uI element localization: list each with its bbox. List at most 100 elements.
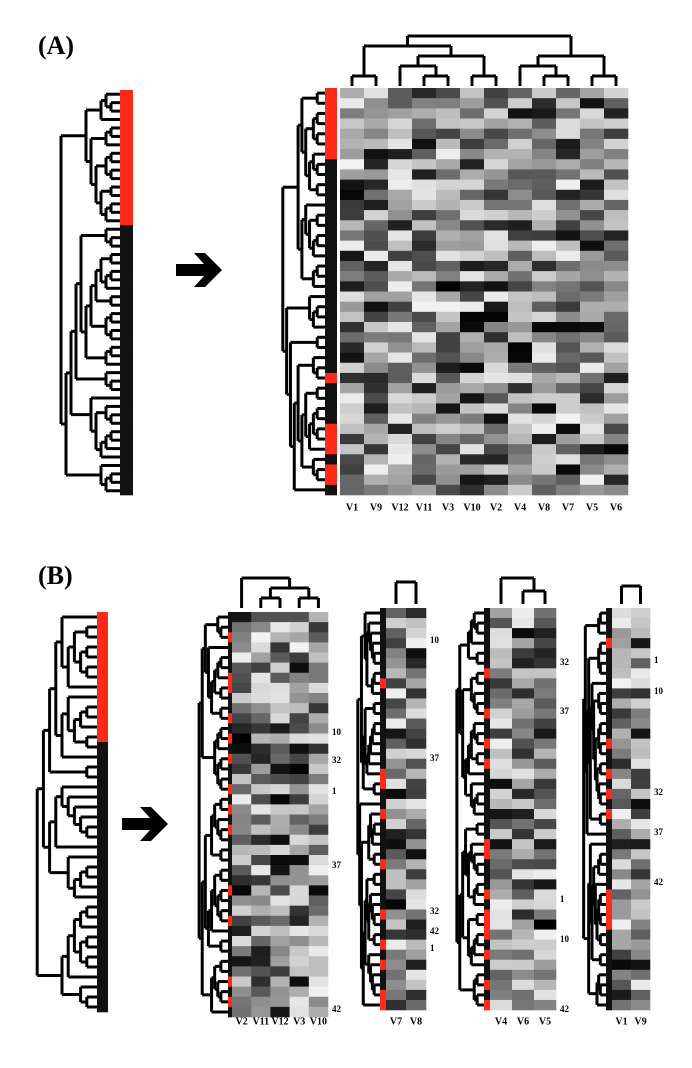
heatmap-cell xyxy=(604,189,629,201)
heatmap-cell xyxy=(308,743,329,755)
heatmap-cell xyxy=(604,98,629,109)
heatmap-cell xyxy=(612,698,632,709)
heatmap-cell xyxy=(631,778,651,790)
class-bar xyxy=(97,1002,108,1013)
heatmap-cell xyxy=(534,648,557,659)
class-bar xyxy=(228,885,232,896)
heatmap-cell xyxy=(512,819,535,830)
heatmap-cell xyxy=(631,979,651,991)
heatmap-cell xyxy=(532,433,557,445)
heatmap-cell xyxy=(232,682,252,694)
heatmap-cell xyxy=(490,638,513,649)
heatmap-cell xyxy=(251,753,271,765)
heatmap-cell xyxy=(580,281,605,292)
heatmap-cell xyxy=(412,240,437,252)
heatmap-cell xyxy=(612,989,632,1001)
class-bar xyxy=(120,191,133,200)
heatmap-cell xyxy=(251,996,271,1008)
class-bar xyxy=(120,225,133,234)
heatmap-cell xyxy=(532,413,557,425)
heatmap-cell xyxy=(308,682,329,694)
class-bar xyxy=(325,464,337,475)
row-label: 1 xyxy=(654,655,659,665)
class-bar xyxy=(325,88,337,99)
heatmap-cell xyxy=(612,638,632,649)
class-bar xyxy=(484,859,490,870)
heatmap-cell xyxy=(386,778,407,790)
class-bar xyxy=(606,608,612,619)
heatmap-cell xyxy=(270,824,290,836)
heatmap-cell xyxy=(604,383,629,394)
heatmap-cell xyxy=(289,753,310,765)
heatmap-cell xyxy=(512,628,535,639)
heatmap-cell xyxy=(386,768,407,780)
heatmap-cell xyxy=(340,138,365,150)
heatmap-cell xyxy=(556,433,581,445)
heatmap-cell xyxy=(532,260,557,272)
heatmap-cell xyxy=(388,240,413,252)
heatmap-cell xyxy=(340,169,365,180)
heatmap-cell xyxy=(251,895,271,906)
heatmap-cell xyxy=(406,819,427,830)
class-bar xyxy=(325,159,337,170)
column-label: V11 xyxy=(252,1016,269,1027)
heatmap-cell xyxy=(364,352,389,364)
heatmap-cell xyxy=(512,879,535,890)
heatmap-cell xyxy=(631,658,651,669)
heatmap-cell xyxy=(251,814,271,825)
heatmap-cell xyxy=(484,362,509,374)
heatmap-cell xyxy=(460,342,485,353)
heatmap-cell xyxy=(460,444,485,455)
heatmap-cell xyxy=(340,230,365,241)
heatmap-cell xyxy=(388,220,413,231)
heatmap-cell xyxy=(631,678,651,689)
class-bar xyxy=(484,678,490,689)
heatmap-cell xyxy=(251,662,271,674)
heatmap-cell xyxy=(460,474,485,486)
class-bar xyxy=(484,718,490,729)
heatmap-cell xyxy=(289,875,310,886)
heatmap-cell xyxy=(534,608,557,619)
class-bar xyxy=(380,738,386,749)
column-label: V12 xyxy=(391,502,408,513)
heatmap-cell xyxy=(436,454,461,465)
row-label: 32 xyxy=(560,657,570,667)
heatmap-cell xyxy=(386,608,407,619)
class-bar xyxy=(120,157,133,167)
heatmap-cell xyxy=(631,628,651,639)
heatmap-cell xyxy=(604,281,629,292)
heatmap-cell xyxy=(308,956,329,967)
heatmap-cell xyxy=(308,672,329,684)
class-bar xyxy=(484,929,490,940)
class-bar xyxy=(606,668,612,679)
heatmap-cell xyxy=(340,88,365,99)
heatmap-cell xyxy=(270,682,290,694)
heatmap-cell xyxy=(386,819,407,830)
heatmap-cell xyxy=(308,915,329,927)
heatmap-cell xyxy=(364,362,389,374)
heatmap-cell xyxy=(436,362,461,374)
heatmap-cell xyxy=(532,271,557,282)
heatmap-cell xyxy=(512,748,535,760)
heatmap-cell xyxy=(232,966,252,977)
class-bar xyxy=(606,718,612,729)
column-label: V9 xyxy=(370,502,382,513)
heatmap-cell xyxy=(388,484,413,496)
heatmap-cell xyxy=(631,809,651,820)
heatmap-cell xyxy=(270,733,290,744)
heatmap-cell xyxy=(604,118,629,129)
heatmap-cell xyxy=(388,403,413,414)
heatmap-cell xyxy=(484,149,509,160)
heatmap-cell xyxy=(512,959,535,971)
heatmap-cell xyxy=(340,179,365,191)
heatmap-cell xyxy=(612,999,632,1011)
column-label: V7 xyxy=(562,502,574,513)
class-bar xyxy=(380,969,386,981)
heatmap-cell xyxy=(388,260,413,272)
heatmap-cell xyxy=(534,688,557,699)
heatmap-cell xyxy=(532,210,557,221)
row-label: 32 xyxy=(430,906,440,916)
heatmap-cell xyxy=(270,946,290,957)
heatmap-cell xyxy=(289,936,310,947)
heatmap-cell xyxy=(534,839,557,850)
